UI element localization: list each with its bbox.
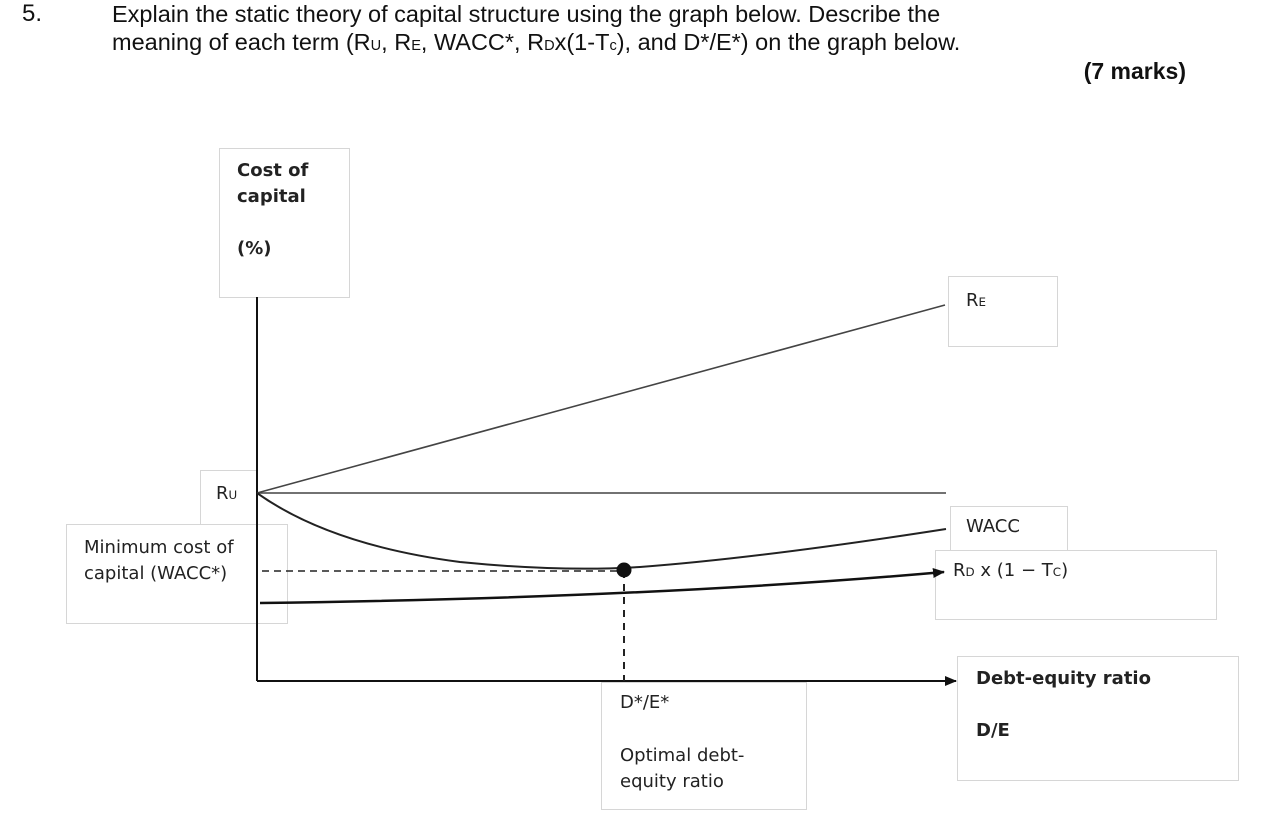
wacc-curve bbox=[256, 492, 947, 570]
question-line-1: Explain the static theory of capital str… bbox=[112, 1, 941, 27]
optimal-point bbox=[616, 562, 632, 578]
question-text: Explain the static theory of capital str… bbox=[112, 0, 960, 60]
x-axis-title: Debt-equity ratio D/E bbox=[976, 666, 1151, 744]
rd-label-box bbox=[935, 550, 1217, 620]
rd-label-sub2: C bbox=[1052, 565, 1062, 579]
min-cost-line-2: capital (WACC*) bbox=[84, 563, 228, 584]
min-cost-line-1: Minimum cost of bbox=[84, 537, 234, 558]
re-label: RE bbox=[966, 288, 986, 315]
rd-label: RD x (1 − TC) bbox=[953, 558, 1068, 585]
ru-label-sub: U bbox=[228, 488, 238, 502]
marks-label: (7 marks) bbox=[1083, 58, 1186, 84]
x-axis-title-text: Debt-equity ratio bbox=[976, 668, 1151, 689]
re-label-main: R bbox=[966, 290, 979, 311]
optimal-box bbox=[601, 682, 807, 810]
optimal-desc-line-2: equity ratio bbox=[620, 771, 724, 792]
optimal-desc-line-1: Optimal debt- bbox=[620, 745, 745, 766]
rd-label-mid: x (1 − T bbox=[974, 560, 1053, 581]
re-label-sub: E bbox=[978, 295, 987, 309]
rd-label-sub: D bbox=[965, 565, 975, 579]
x-axis-title-box bbox=[957, 656, 1239, 781]
x-axis-unit: D/E bbox=[976, 720, 1010, 741]
y-axis-title-line-1: Cost of bbox=[237, 160, 309, 181]
question-line-2: meaning of each term (RU, RE, WACC*, RDx… bbox=[112, 29, 961, 55]
y-axis-unit: (%) bbox=[237, 238, 272, 259]
optimal-label: D*/E* Optimal debt- equity ratio bbox=[620, 690, 744, 795]
min-cost-box bbox=[66, 524, 288, 624]
ru-label: RU bbox=[216, 481, 237, 508]
rd-line bbox=[259, 567, 945, 605]
rd-label-post: ) bbox=[1061, 560, 1069, 581]
optimal-ratio-label: D*/E* bbox=[620, 692, 670, 713]
ru-label-main: R bbox=[216, 483, 229, 504]
re-label-box bbox=[948, 276, 1058, 347]
re-line bbox=[256, 304, 946, 494]
y-axis-title: Cost of capital (%) bbox=[237, 158, 308, 262]
rd-label-pre: R bbox=[953, 560, 966, 581]
question-number: 5. bbox=[22, 0, 43, 27]
min-cost-label: Minimum cost of capital (WACC*) bbox=[84, 535, 234, 587]
y-axis-title-line-2: capital bbox=[237, 186, 306, 207]
y-axis-title-box bbox=[219, 148, 350, 298]
wacc-label: WACC bbox=[966, 516, 1020, 537]
